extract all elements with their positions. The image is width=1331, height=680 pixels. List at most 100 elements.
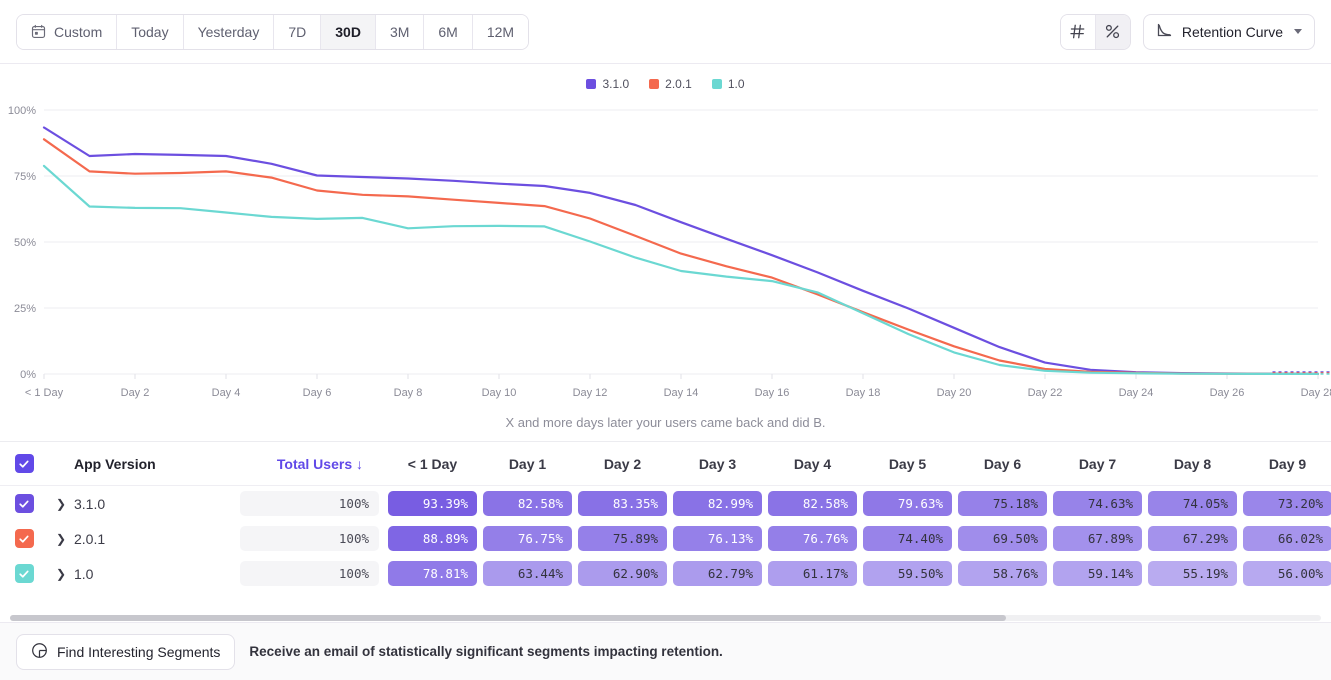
date-range-custom-button[interactable]: Custom — [17, 14, 118, 49]
retention-value: 56.00% — [1243, 561, 1331, 586]
row-total-users-cell: 100% — [240, 561, 385, 586]
date-range-yesterday-button[interactable]: Yesterday — [183, 14, 275, 49]
svg-text:Day 14: Day 14 — [664, 387, 699, 399]
chart-type-label: Retention Curve — [1181, 23, 1283, 40]
column-header-day-5[interactable]: Day 5 — [888, 455, 927, 472]
date-range-12m-button[interactable]: 12M — [472, 14, 529, 49]
retention-value: 67.89% — [1053, 526, 1142, 551]
column-header-day-0[interactable]: < 1 Day — [407, 455, 458, 472]
date-range-3m-button[interactable]: 3M — [375, 14, 425, 49]
retention-cell: 59.50% — [860, 561, 955, 586]
chart-type-dropdown[interactable]: Retention Curve — [1142, 13, 1315, 50]
column-header-total-users[interactable]: Total Users ↓ — [240, 456, 385, 472]
legend-item-2.0.1[interactable]: 2.0.1 — [649, 77, 692, 91]
retention-cell: 55.19% — [1145, 561, 1240, 586]
retention-cell: 62.90% — [575, 561, 670, 586]
svg-text:75%: 75% — [14, 171, 36, 183]
total-users-value: 100% — [240, 491, 379, 516]
retention-cell: 75.18% — [955, 491, 1050, 516]
column-header-day-3[interactable]: Day 3 — [698, 455, 737, 472]
date-range-selector[interactable]: Custom Today Yesterday 7D 30D 3M 6M 12M — [16, 13, 530, 50]
table-row: ❯ 3.1.0 100% 93.39% 82.58% 83.35% 82.99% 82.58%… — [0, 486, 1331, 521]
hash-icon[interactable] — [1060, 14, 1096, 49]
chart-caption: X and more days later your users came ba… — [505, 415, 826, 430]
date-range-today-button[interactable]: Today — [117, 14, 184, 49]
segment-icon — [31, 642, 48, 662]
retention-cell: 82.99% — [670, 491, 765, 516]
column-header-app-version[interactable]: App Version — [74, 455, 156, 472]
retention-value: 66.02% — [1243, 526, 1331, 551]
column-header-day-1[interactable]: Day 1 — [508, 455, 547, 472]
row-checkbox-3.1.0[interactable] — [14, 494, 34, 513]
legend-swatch — [586, 79, 597, 89]
retention-value: 82.58% — [768, 491, 857, 516]
chevron-down-icon — [1294, 29, 1302, 34]
percent-icon[interactable] — [1095, 14, 1130, 49]
retention-cell: 83.35% — [575, 491, 670, 516]
row-label-app-version: 3.1.0 — [74, 495, 106, 512]
legend-item-1.0[interactable]: 1.0 — [711, 77, 745, 91]
row-select-cell — [0, 494, 48, 513]
select-all-checkbox[interactable] — [14, 454, 34, 473]
retention-value: 83.35% — [578, 491, 667, 516]
horizontal-scrollbar[interactable] — [10, 613, 1321, 622]
retention-value: 73.20% — [1243, 491, 1331, 516]
date-range-label: 12M — [486, 23, 515, 40]
chevron-right-icon[interactable]: ❯ — [55, 531, 67, 546]
retention-value: 59.50% — [863, 561, 952, 586]
retention-value: 59.14% — [1053, 561, 1142, 586]
svg-text:Day 8: Day 8 — [394, 387, 423, 399]
retention-cell: 76.75% — [480, 526, 575, 551]
svg-text:< 1 Day: < 1 Day — [25, 387, 64, 399]
date-range-30d-button[interactable]: 30D — [321, 14, 376, 49]
retention-cell: 74.40% — [860, 526, 955, 551]
legend-item-3.1.0[interactable]: 3.1.0 — [586, 77, 629, 91]
legend-label: 3.1.0 — [602, 77, 630, 91]
retention-cell: 62.79% — [670, 561, 765, 586]
retention-cell: 82.58% — [480, 491, 575, 516]
column-header-day-4[interactable]: Day 4 — [793, 455, 832, 472]
retention-table: App Version Total Users ↓ < 1 Day Day 1 Day … — [0, 442, 1331, 622]
column-header-day-6[interactable]: Day 6 — [983, 455, 1022, 472]
retention-cell: 73.20% — [1240, 491, 1331, 516]
svg-text:Day 20: Day 20 — [937, 387, 972, 399]
retention-value: 82.99% — [673, 491, 762, 516]
retention-value: 93.39% — [388, 491, 477, 516]
total-users-value: 100% — [240, 526, 379, 551]
find-interesting-segments-button[interactable]: Find Interesting Segments — [16, 633, 236, 670]
value-format-toggle[interactable] — [1059, 13, 1131, 50]
row-select-cell — [0, 564, 48, 583]
row-checkbox-2.0.1[interactable] — [14, 529, 34, 548]
svg-text:Day 24: Day 24 — [1119, 387, 1154, 399]
date-range-label: 3M — [389, 23, 410, 40]
svg-text:Day 26: Day 26 — [1210, 387, 1245, 399]
column-header-day-9[interactable]: Day 9 — [1268, 455, 1307, 472]
chevron-right-icon[interactable]: ❯ — [55, 566, 67, 581]
table-body: ❯ 3.1.0 100% 93.39% 82.58% 83.35% 82.99% 82.58%… — [0, 486, 1331, 591]
retention-cell: 67.29% — [1145, 526, 1240, 551]
column-header-day-7[interactable]: Day 7 — [1078, 455, 1117, 472]
column-header-day-8[interactable]: Day 8 — [1173, 455, 1212, 472]
date-range-label: 7D — [288, 23, 307, 40]
retention-cell: 61.17% — [765, 561, 860, 586]
chart-plot-area: 0% 25% 50% 75% 100% < 1 Day Day 2 Day 4 Day 6 Day… — [0, 104, 1331, 404]
total-users-value: 100% — [240, 561, 379, 586]
retention-value: 61.17% — [768, 561, 857, 586]
scrollbar-thumb[interactable] — [10, 615, 1007, 621]
date-range-7d-button[interactable]: 7D — [274, 14, 322, 49]
retention-cell: 88.89% — [385, 526, 480, 551]
row-checkbox-1.0[interactable] — [14, 564, 34, 583]
svg-text:Day 12: Day 12 — [573, 387, 608, 399]
retention-value: 62.79% — [673, 561, 762, 586]
retention-value: 75.89% — [578, 526, 667, 551]
retention-cell: 74.05% — [1145, 491, 1240, 516]
calendar-icon — [31, 24, 46, 39]
svg-text:Day 4: Day 4 — [212, 387, 241, 399]
toolbar-right-controls: Retention Curve — [1059, 13, 1315, 50]
retention-chart: 3.1.0 2.0.1 1.0 0% 25% 50% 75% 100% < 1 Day Day … — [0, 64, 1331, 442]
column-header-day-2[interactable]: Day 2 — [603, 455, 642, 472]
chevron-right-icon[interactable]: ❯ — [55, 496, 67, 511]
retention-cell: 76.13% — [670, 526, 765, 551]
date-range-6m-button[interactable]: 6M — [424, 14, 473, 49]
